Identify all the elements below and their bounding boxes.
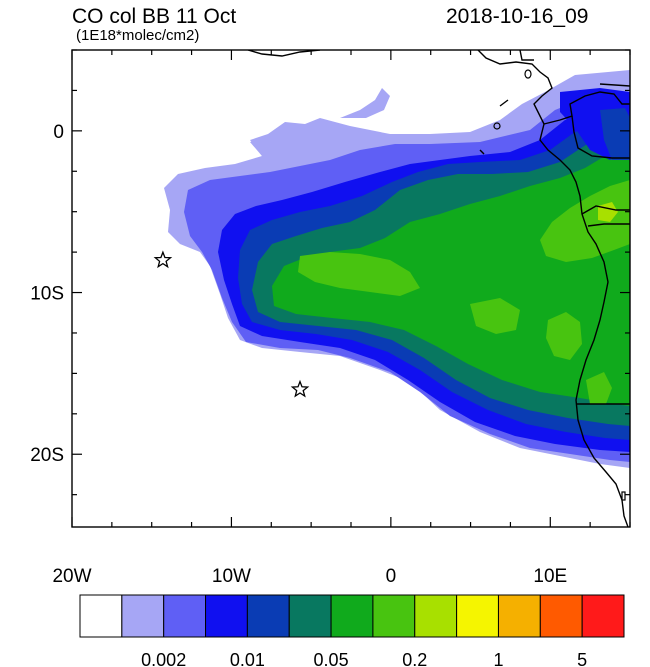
color-bar-swatch: [246, 594, 290, 638]
units-label: (1E18*molec/cm2): [76, 27, 200, 44]
color-bar-swatch: [372, 594, 416, 638]
color-bar-swatch: [205, 594, 248, 638]
color-bar-label: 0.05: [314, 650, 349, 667]
color-bar-swatch: [456, 594, 499, 638]
co-level-gulf-blobs: [560, 88, 630, 160]
lon-tick-label: 0: [386, 566, 397, 587]
lon-tick-label: 20W: [52, 566, 91, 587]
co-field: [164, 70, 630, 468]
markers: [153, 250, 310, 398]
color-bar-swatch: [121, 594, 165, 638]
color-bar-label: 0.2: [402, 650, 427, 667]
color-bar-label: 0.01: [230, 650, 265, 667]
islands: [493, 69, 626, 501]
lon-tick-label: 10E: [533, 566, 567, 587]
color-bar-swatch: [581, 594, 625, 638]
color-bar-label: 0.002: [141, 650, 186, 667]
lat-tick-label: 0: [53, 122, 64, 143]
lon-tick-label: 10W: [212, 566, 251, 587]
color-bar-swatch: [539, 594, 583, 638]
co-level-faint-patches: [250, 88, 390, 156]
axis-ticks: [71, 49, 631, 527]
color-bar-swatch: [163, 594, 207, 638]
star-marker: [290, 379, 310, 398]
color-bar-swatch: [497, 594, 541, 638]
color-bar-swatch: [288, 594, 332, 638]
color-bar-swatch: [330, 594, 374, 638]
coastline: [247, 50, 630, 527]
axis-tick-labels: 20W 10W 0 10E 0 10S 20S: [30, 122, 567, 587]
star-marker: [153, 250, 173, 269]
co-level-green: [272, 150, 630, 406]
color-bar-swatch: [414, 594, 458, 638]
lat-tick-label: 10S: [30, 284, 64, 305]
color-bar-label: 5: [577, 650, 587, 667]
color-bar-swatch: [79, 594, 123, 638]
timestamp: 2018-10-16_09: [446, 5, 589, 28]
map-title: CO col BB 11 Oct: [72, 5, 237, 28]
color-bar-label: 1: [493, 650, 503, 667]
color-bar: 0.002 0.01 0.05 0.2 1 5: [79, 594, 625, 667]
lat-tick-label: 20S: [30, 445, 64, 466]
